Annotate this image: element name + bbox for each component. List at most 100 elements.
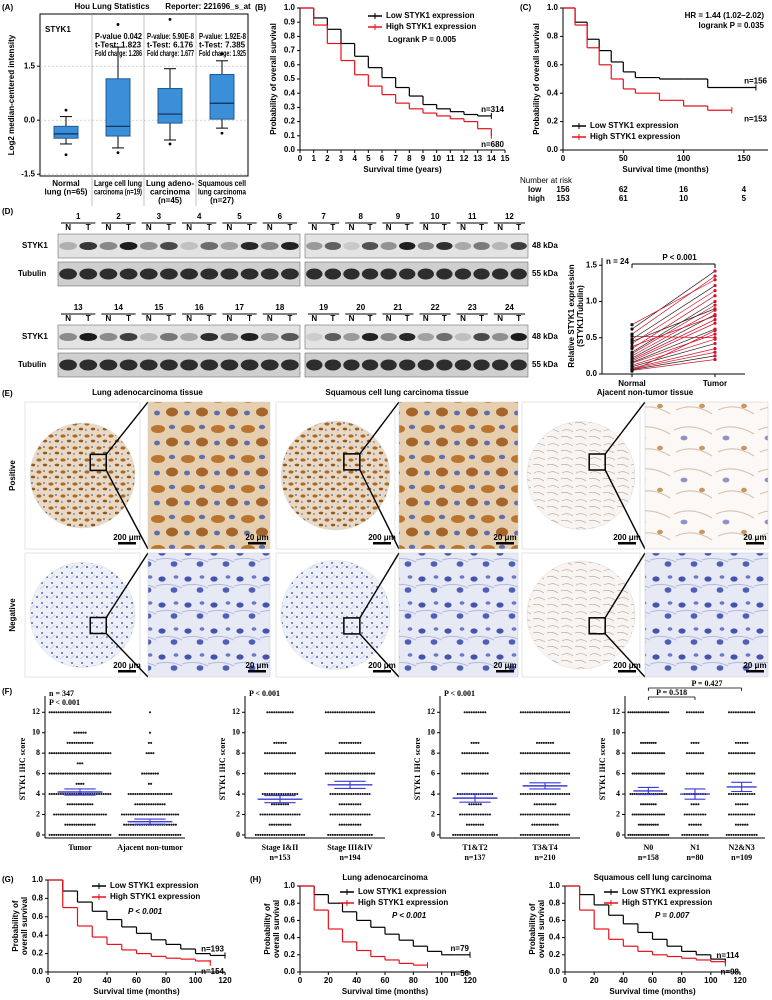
score-dot bbox=[287, 772, 290, 775]
scale-bar bbox=[618, 670, 636, 673]
score-dot bbox=[95, 772, 98, 775]
score-dot bbox=[352, 792, 355, 796]
score-dot bbox=[129, 833, 132, 836]
lane-letter: N bbox=[386, 223, 392, 232]
tumor-point bbox=[713, 336, 717, 340]
score-dot bbox=[465, 752, 469, 755]
lane-letter: T bbox=[287, 314, 292, 323]
score-dot bbox=[563, 711, 566, 714]
score-dot bbox=[270, 833, 274, 836]
score-dot bbox=[132, 823, 135, 826]
score-dot bbox=[172, 823, 175, 826]
score-dot bbox=[463, 833, 466, 836]
score-dot bbox=[654, 711, 657, 714]
score-dot bbox=[366, 752, 369, 755]
blot-band bbox=[306, 242, 323, 250]
y-axis-label: overall survival bbox=[20, 897, 29, 955]
score-dot bbox=[347, 752, 350, 755]
score-dot bbox=[170, 813, 173, 816]
score-dot bbox=[284, 823, 287, 826]
zoom-line bbox=[359, 401, 400, 455]
score-dot bbox=[542, 772, 545, 775]
y-tick-label: 0.6 bbox=[549, 916, 561, 925]
score-dot bbox=[123, 813, 126, 816]
score-dot bbox=[73, 803, 76, 806]
x-tick-label: 14 bbox=[487, 154, 496, 163]
size-label: 55 kDa bbox=[532, 269, 558, 278]
score-dot bbox=[93, 752, 96, 755]
pair-line bbox=[631, 355, 716, 370]
score-dot bbox=[522, 752, 525, 755]
score-dot bbox=[118, 833, 121, 836]
x-tick-label: 0 bbox=[298, 154, 303, 163]
column-title: Ajacent non-tumor tissue bbox=[597, 388, 694, 397]
score-dot bbox=[354, 711, 357, 714]
score-dot bbox=[475, 803, 478, 806]
y-tick-label: 2 bbox=[236, 809, 240, 818]
score-dot bbox=[556, 792, 559, 796]
score-dot bbox=[48, 833, 51, 836]
score-dot bbox=[82, 803, 85, 806]
blot-band bbox=[79, 242, 98, 250]
lane-letter: N bbox=[227, 223, 233, 232]
score-dot bbox=[100, 752, 103, 755]
score-dot bbox=[547, 823, 550, 826]
tumor-point bbox=[713, 347, 717, 351]
score-dot bbox=[685, 711, 688, 714]
score-dot bbox=[66, 752, 69, 755]
score-dot bbox=[529, 772, 532, 775]
scale-label: 20 μm bbox=[245, 533, 268, 542]
row-label: Tubulin bbox=[18, 269, 46, 278]
score-dot bbox=[280, 813, 283, 816]
lane-letter: N bbox=[186, 223, 192, 232]
score-dot bbox=[264, 813, 267, 816]
score-dot bbox=[361, 752, 364, 755]
lane-letter: T bbox=[166, 314, 171, 323]
score-dot bbox=[284, 772, 287, 775]
blot-band bbox=[491, 242, 509, 250]
score-dot bbox=[347, 823, 350, 826]
score-dot bbox=[644, 711, 647, 714]
y-axis-label: Probability of overall survival bbox=[532, 23, 541, 135]
score-dot bbox=[55, 813, 58, 816]
y-tick-label: 4 bbox=[36, 789, 40, 798]
tumor-point bbox=[713, 314, 717, 318]
y-tick-label: 0.2 bbox=[284, 117, 296, 126]
score-dot bbox=[730, 792, 733, 796]
zoom-line bbox=[604, 469, 646, 550]
score-dot bbox=[100, 833, 103, 836]
score-dot bbox=[327, 833, 330, 836]
score-dot bbox=[152, 803, 155, 806]
lane-letter: T bbox=[207, 223, 212, 232]
score-dot bbox=[479, 813, 482, 816]
score-dot bbox=[461, 813, 464, 816]
score-dot bbox=[145, 772, 148, 775]
score-dot bbox=[359, 711, 362, 714]
score-dot bbox=[287, 833, 290, 836]
tumor-point bbox=[713, 289, 717, 293]
score-dot bbox=[266, 711, 269, 714]
scale-bar bbox=[118, 670, 136, 673]
score-dot bbox=[542, 813, 545, 816]
score-dot bbox=[266, 752, 269, 755]
score-dot bbox=[268, 752, 271, 755]
lane-number: 9 bbox=[396, 212, 401, 221]
score-dot bbox=[84, 711, 87, 714]
y-tick-label: 0.3 bbox=[284, 103, 296, 112]
gene-label: STYK1 bbox=[45, 25, 71, 34]
y-tick-label: 0.4 bbox=[549, 933, 561, 942]
score-dot bbox=[147, 741, 150, 744]
score-dot bbox=[352, 803, 355, 806]
x-tick-label: 2 bbox=[325, 154, 330, 163]
legend-label: Low STYK1 expression bbox=[622, 887, 711, 896]
y-tick-label: 8 bbox=[616, 748, 620, 757]
score-dot bbox=[695, 711, 698, 714]
lane-number: 6 bbox=[278, 212, 283, 221]
blot-band bbox=[306, 333, 323, 341]
blot-band bbox=[59, 333, 77, 341]
score-dot bbox=[633, 792, 636, 796]
score-dot bbox=[563, 792, 566, 796]
y-tick-label: 6 bbox=[616, 768, 620, 777]
blot-band bbox=[417, 268, 434, 280]
score-dot bbox=[519, 711, 522, 714]
